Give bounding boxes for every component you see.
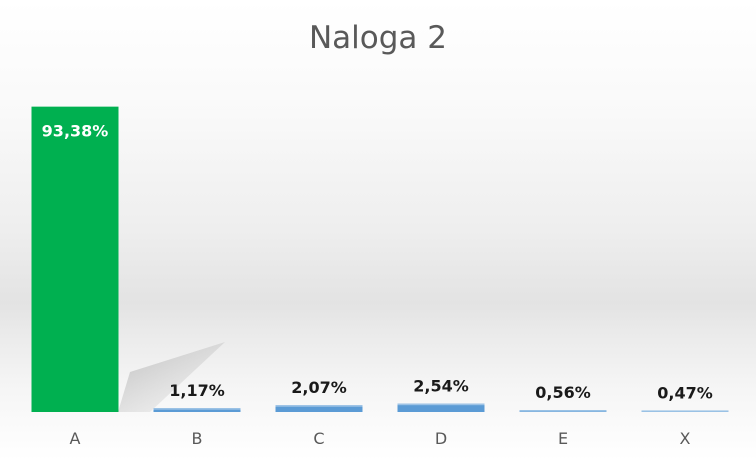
bar-shadow: [118, 342, 225, 412]
data-label-a: 93,38%: [42, 122, 109, 141]
bar-d: [397, 403, 485, 412]
chart-title: Naloga 2: [309, 20, 447, 56]
x-tick-label-a: A: [70, 429, 81, 448]
bar-a: [31, 106, 119, 412]
bars-group: [31, 106, 729, 412]
x-tick-label-c: C: [313, 429, 324, 448]
bar-top-highlight-c: [275, 405, 363, 407]
data-label-x: 0,47%: [657, 383, 713, 402]
bar-top-highlight-b: [153, 408, 241, 410]
data-label-d: 2,54%: [413, 377, 469, 396]
bar-top-highlight-e: [519, 410, 607, 412]
x-tick-label-e: E: [558, 429, 568, 448]
bar-top-highlight-x: [641, 410, 729, 412]
data-label-b: 1,17%: [169, 381, 225, 400]
x-tick-label-x: X: [680, 429, 691, 448]
x-tick-label-b: B: [192, 429, 203, 448]
bar-b: [153, 408, 241, 412]
data-label-e: 0,56%: [535, 383, 591, 402]
data-label-c: 2,07%: [291, 378, 347, 397]
x-tick-label-d: D: [435, 429, 447, 448]
bar-c: [275, 405, 363, 412]
data-labels-group: 93,38% 1,17% 2,07% 2,54% 0,56% 0,47%: [42, 122, 713, 403]
bar-top-highlight-d: [397, 403, 485, 406]
